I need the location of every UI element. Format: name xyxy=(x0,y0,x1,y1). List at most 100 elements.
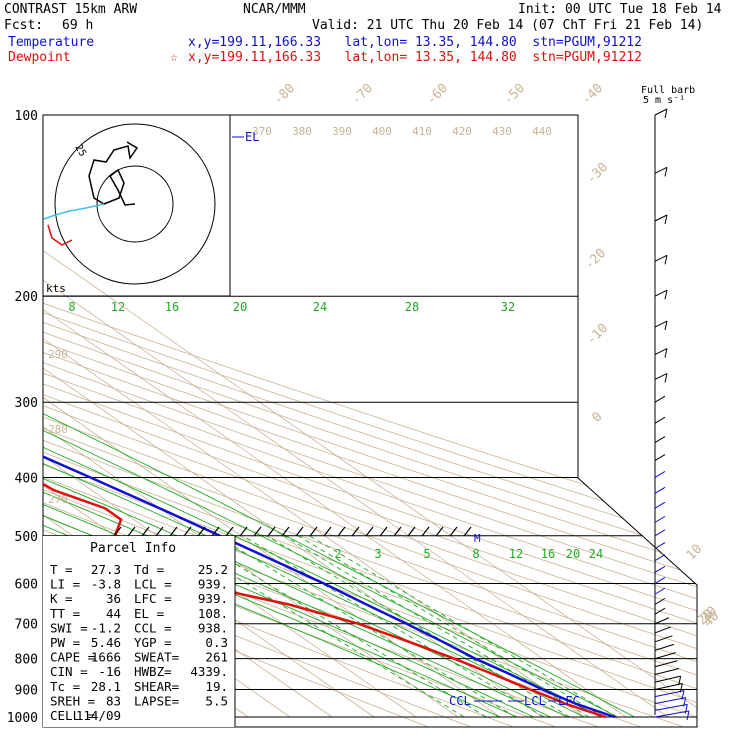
mixing-ratio-label: 2 xyxy=(334,547,341,561)
wind-barb xyxy=(654,587,666,595)
m-label: M xyxy=(474,532,481,545)
parcel-row-value: 83 xyxy=(106,693,121,708)
parcel-info-title: Parcel Info xyxy=(90,541,176,556)
pressure-tick-label: 500 xyxy=(15,530,38,545)
wind-barb xyxy=(654,373,668,380)
moist-adiabat-label: 28 xyxy=(405,300,419,314)
wind-barb xyxy=(654,289,668,297)
potential-temperature-label: 440 xyxy=(532,125,552,138)
mixing-ratio-line xyxy=(216,535,516,718)
parcel-row-value: 44 xyxy=(106,606,121,621)
isobar-hatch xyxy=(211,526,220,537)
parcel-row-value: 19. xyxy=(205,679,228,694)
parcel-row-value: -16 xyxy=(98,664,121,679)
dewpoint-profile xyxy=(43,115,607,719)
isotherm-label: 10 xyxy=(684,542,706,564)
dry-adiabat-line xyxy=(43,115,697,727)
parcel-row-label: CAPE = xyxy=(50,650,95,665)
mixing-ratio-label: 8 xyxy=(472,547,479,561)
isobar-hatch xyxy=(393,526,402,537)
wind-barb xyxy=(654,436,666,443)
parcel-row-value: 5.5 xyxy=(205,693,228,708)
parcel-row-value: -1.2 xyxy=(91,620,121,635)
dry-adiabat-line xyxy=(43,115,697,727)
isotherm-label: -10 xyxy=(584,321,611,348)
wind-barb-flag xyxy=(664,167,668,177)
wind-barb xyxy=(654,416,666,424)
hodograph-surface-trace xyxy=(47,224,73,246)
parcel-row-value: 28.1 xyxy=(91,679,121,694)
wind-barb xyxy=(654,697,686,705)
hodograph-low-trace xyxy=(43,203,105,220)
isotherm-line xyxy=(43,115,627,718)
wind-barb xyxy=(654,635,673,643)
isobar-hatch xyxy=(127,526,136,537)
dry-adiabat-line xyxy=(43,115,697,727)
dry-adiabat-line xyxy=(43,115,436,727)
parcel-row-label: LFC = xyxy=(134,591,172,606)
isobar-hatch xyxy=(379,526,388,537)
wind-barb-flag xyxy=(664,255,668,265)
hodograph-ring-label: 25 xyxy=(72,143,88,159)
isobar-hatch xyxy=(253,526,262,537)
parcel-box-background xyxy=(43,536,235,727)
isobar-hatch xyxy=(267,526,276,537)
wind-barb xyxy=(654,166,668,174)
potential-temperature-label: 420 xyxy=(452,125,472,138)
dewpoint-legend: Dewpoint xyxy=(8,50,71,65)
potential-temperature-label: 430 xyxy=(492,125,512,138)
wind-barb xyxy=(654,542,666,549)
wind-barb xyxy=(654,710,690,718)
wind-barb xyxy=(654,617,670,625)
isobar-hatch xyxy=(295,526,304,537)
wind-barb xyxy=(654,668,680,675)
pressure-tick-label: 900 xyxy=(15,683,38,698)
wind-barb xyxy=(654,395,666,403)
wind-barb xyxy=(654,597,666,605)
lcl-label: LCL xyxy=(524,694,546,708)
wind-barb xyxy=(654,471,666,478)
wind-barb xyxy=(654,626,671,634)
isobar-hatch xyxy=(323,526,332,537)
pressure-tick-label: 400 xyxy=(15,471,38,486)
wind-barb xyxy=(654,454,666,461)
potential-temperature-label: 280 xyxy=(48,423,68,436)
moist-adiabat-label: 32 xyxy=(501,300,515,314)
mixing-ratio-line xyxy=(283,535,590,718)
wind-barb xyxy=(654,254,668,262)
potential-temperature-label: 390 xyxy=(332,125,352,138)
isotherm-label: -30 xyxy=(584,160,611,187)
isotherm-line xyxy=(43,115,501,718)
isobar-hatch xyxy=(421,526,430,537)
isobar-hatch xyxy=(169,526,178,537)
pressure-tick-label: 200 xyxy=(15,290,38,305)
parcel-row-label: Tc = xyxy=(50,679,80,694)
dry-adiabat-line xyxy=(43,115,697,727)
moist-adiabat-line xyxy=(43,289,618,718)
dry-adiabat-line xyxy=(43,115,697,727)
parcel-row-label: PW = xyxy=(50,635,80,650)
parcel-row-label: HWBZ= xyxy=(134,664,172,679)
parcel-row-label: LI = xyxy=(50,577,80,592)
forecast-hours: 69 h xyxy=(62,18,94,33)
potential-temperature-label: 270 xyxy=(48,493,68,506)
parcel-row-label: EL = xyxy=(134,606,164,621)
moist-adiabat-label: 16 xyxy=(165,300,179,314)
isotherm-label: -70 xyxy=(349,81,376,108)
parcel-row-label: CELL = xyxy=(50,708,95,723)
pressure-tick-label: 800 xyxy=(15,653,38,668)
wind-barb-flag xyxy=(664,290,668,300)
parcel-row-label: SHEAR= xyxy=(134,679,179,694)
temperature-profile xyxy=(43,115,616,719)
mixing-ratio-label: 24 xyxy=(589,547,603,561)
moist-adiabat-line xyxy=(43,289,602,718)
isotherm-line xyxy=(43,115,417,718)
potential-temperature-label: 380 xyxy=(292,125,312,138)
parcel-row-label: SWEAT= xyxy=(134,650,179,665)
pressure-tick-label: 600 xyxy=(15,577,38,592)
mixing-ratio-label: 5 xyxy=(423,547,430,561)
dry-adiabat-line xyxy=(43,115,697,727)
isotherm-label: -20 xyxy=(582,246,609,273)
isobar-hatch xyxy=(407,526,416,537)
wind-barb-flag xyxy=(686,710,690,721)
